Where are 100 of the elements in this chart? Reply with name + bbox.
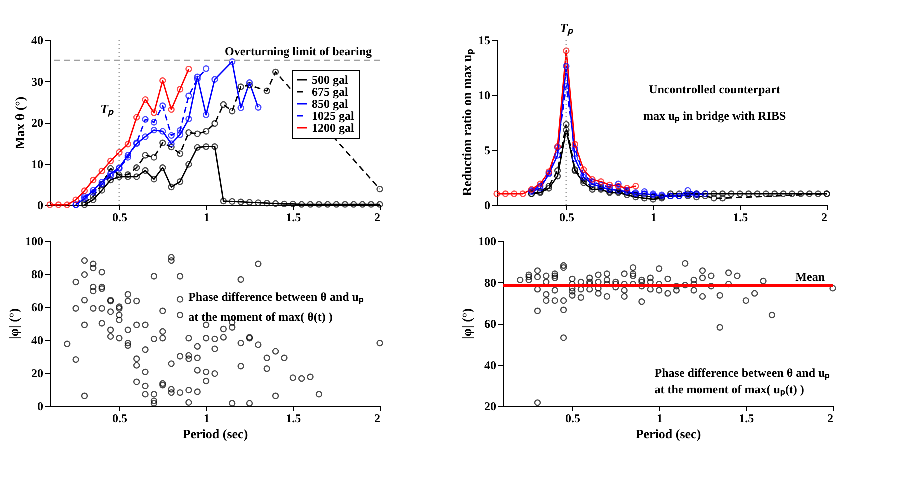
point (150, 176, 158, 183)
point (90, 189, 97, 196)
x-tick-label: 1 (204, 210, 210, 224)
point (272, 68, 280, 76)
point (220, 101, 228, 108)
x-tick-label: 0.5 (559, 210, 574, 224)
point (186, 161, 192, 168)
point (150, 110, 158, 116)
point (124, 152, 132, 159)
point (606, 186, 614, 193)
point (134, 164, 140, 172)
point (710, 195, 718, 202)
y-tick-label: 10 (478, 88, 490, 102)
point (589, 178, 596, 186)
y-tick-label: 60 (484, 317, 496, 331)
y-tick-label: 40 (32, 34, 44, 48)
point (186, 129, 192, 136)
point (202, 112, 210, 118)
point (116, 174, 123, 180)
point (202, 144, 210, 150)
point (754, 190, 761, 198)
point (684, 187, 692, 194)
point (719, 195, 726, 202)
point (64, 202, 71, 208)
point (124, 172, 132, 178)
y-tick-label: 0 (38, 400, 44, 414)
annotation: at the moment of max( uₚ(t) ) (654, 382, 804, 398)
point (229, 108, 236, 115)
point (806, 190, 813, 198)
point (290, 200, 296, 208)
point (134, 174, 140, 180)
point (746, 190, 752, 198)
point (124, 154, 132, 161)
point (772, 190, 778, 198)
point (176, 178, 184, 186)
x-tick-label: 2 (828, 412, 834, 426)
point (563, 121, 570, 128)
point (90, 187, 97, 194)
point (606, 184, 614, 191)
annotation: Uncontrolled counterpart (649, 82, 781, 96)
x-tick-label: 1.5 (286, 412, 302, 426)
y-tick-label: 40 (484, 358, 496, 372)
point (212, 76, 218, 83)
point (546, 185, 552, 192)
point (554, 173, 562, 180)
y-tick-label: 20 (32, 366, 44, 380)
point (72, 196, 80, 204)
point (324, 201, 332, 208)
x-tick-label: 1 (650, 210, 657, 224)
ref-line-label: Overturning limit of bearing (225, 44, 372, 59)
y-tick-label: 20 (32, 116, 44, 130)
point (168, 184, 175, 191)
x-axis-title: Period (sec) (182, 426, 248, 442)
point (107, 165, 114, 172)
x-tick-label: 2 (374, 210, 380, 224)
point (511, 190, 518, 198)
point (238, 84, 244, 90)
point (580, 174, 588, 181)
point (546, 182, 552, 190)
point (359, 201, 366, 208)
point (116, 149, 123, 156)
y-axis-title: Reduction ratio on max uₚ (460, 50, 476, 196)
y-tick-label: 5 (484, 144, 490, 158)
x-tick-label: 1.5 (739, 412, 754, 426)
point (142, 96, 149, 104)
point (107, 170, 114, 178)
point (186, 116, 192, 123)
point (342, 201, 349, 208)
point (98, 178, 106, 186)
point (368, 201, 375, 208)
point (194, 74, 201, 80)
point (502, 190, 510, 198)
point (246, 80, 254, 86)
point (238, 198, 244, 206)
point (814, 190, 822, 198)
point (160, 78, 166, 84)
point (606, 182, 614, 189)
point (736, 190, 744, 198)
x-tick-label: 1 (656, 412, 663, 426)
y-tick-label: 0 (484, 198, 490, 212)
point (238, 104, 244, 112)
point (160, 102, 166, 110)
point (615, 182, 622, 190)
point (589, 184, 596, 191)
point (537, 182, 544, 190)
point (194, 130, 201, 138)
point (580, 180, 588, 186)
point (134, 114, 140, 121)
point (202, 66, 210, 72)
y-tick-label: 15 (478, 34, 490, 48)
point (650, 194, 657, 201)
y-axis-title: |φ| (°) (6, 308, 22, 340)
point (186, 92, 192, 100)
point (572, 141, 578, 148)
point (693, 194, 700, 201)
annotation: at the moment of max( θ(t) ) (188, 310, 333, 324)
point (229, 198, 236, 206)
point (333, 201, 340, 208)
point (90, 193, 97, 200)
point (246, 82, 254, 89)
